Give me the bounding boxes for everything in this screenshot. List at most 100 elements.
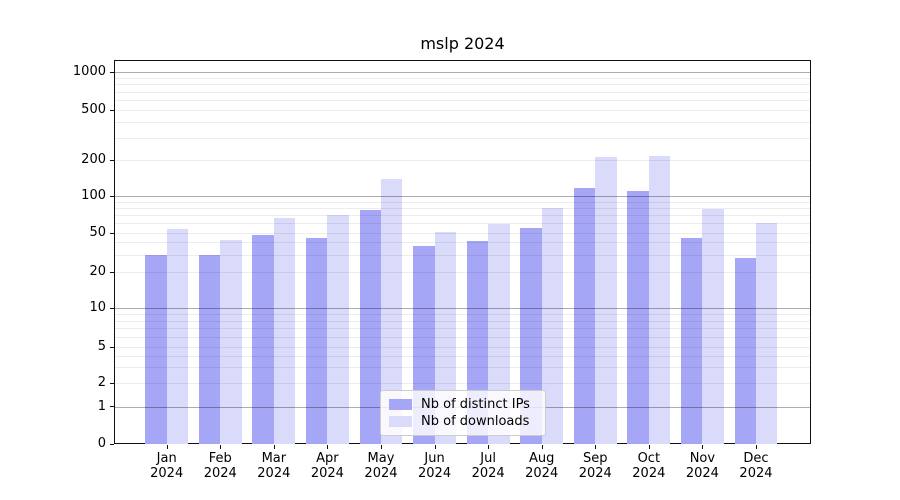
- x-tick-label-may: May 2024: [364, 451, 398, 481]
- gridline-minor-4: [115, 355, 810, 357]
- gridline-minor-900: [115, 77, 810, 79]
- gridline-major-1000: [115, 72, 810, 73]
- gridline-minor-500: [115, 110, 810, 111]
- gridline-minor-50: [115, 233, 810, 234]
- x-tick-label-jan: Jan 2024: [150, 451, 184, 481]
- x-tick-label-mar: Mar 2024: [257, 451, 291, 481]
- y-tick-label-20: 20: [89, 264, 106, 279]
- x-tick-jan: [166, 445, 168, 449]
- gridline-minor-300: [115, 137, 810, 139]
- downloads-bar-may: [380, 178, 403, 444]
- x-tick-label-feb: Feb 2024: [203, 451, 237, 481]
- y-tick-2: [110, 382, 114, 384]
- y-tick-label-100: 100: [81, 188, 106, 203]
- y-tick-20: [110, 271, 114, 273]
- downloads-bar-dec: [755, 223, 778, 444]
- downloads-bar-oct: [648, 156, 671, 444]
- x-tick-apr: [327, 445, 329, 449]
- x-tick-dec: [755, 445, 757, 449]
- x-tick-nov: [702, 445, 704, 449]
- x-tick-sep: [595, 445, 597, 449]
- gridline-minor-80: [115, 207, 810, 209]
- y-tick-500: [110, 109, 114, 111]
- x-tick-label-oct: Oct 2024: [632, 451, 666, 481]
- downloads-bar-mar: [273, 218, 296, 444]
- ips-bar-apr: [306, 238, 328, 444]
- gridline-minor-5: [115, 347, 810, 348]
- y-tick-label-2: 2: [97, 375, 106, 390]
- x-tick-label-jul: Jul 2024: [471, 451, 505, 481]
- gridline-minor-200: [115, 160, 810, 161]
- gridline-minor-30: [115, 254, 810, 256]
- y-tick-0: [110, 443, 114, 445]
- gridline-minor-90: [115, 201, 810, 203]
- downloads-bar-feb: [220, 240, 242, 444]
- x-tick-label-apr: Apr 2024: [310, 451, 344, 481]
- downloads-bar-aug: [541, 207, 564, 444]
- downloads-bar-nov: [702, 209, 724, 444]
- legend-swatch-downloads: [389, 416, 412, 427]
- y-tick-label-5: 5: [97, 339, 106, 354]
- y-tick-label-1: 1: [97, 398, 106, 414]
- gridline-minor-7: [115, 328, 810, 330]
- gridline-minor-20: [115, 272, 810, 273]
- y-tick-50: [110, 232, 114, 234]
- legend-label-downloads: Nb of downloads: [421, 413, 530, 429]
- gridline-minor-400: [115, 122, 810, 124]
- ips-bar-mar: [252, 234, 274, 444]
- y-tick-1: [110, 406, 114, 407]
- x-tick-may: [380, 445, 382, 449]
- x-tick-label-sep: Sep 2024: [578, 451, 612, 481]
- y-tick-label-50: 50: [89, 225, 106, 240]
- y-tick-5: [110, 346, 114, 348]
- y-tick-label-200: 200: [81, 152, 106, 167]
- ips-bar-sep: [573, 188, 596, 444]
- y-tick-200: [110, 159, 114, 161]
- y-tick-label-1000: 1000: [72, 64, 106, 79]
- y-tick-label-0: 0: [97, 436, 106, 451]
- ips-bar-oct: [627, 191, 649, 444]
- x-tick-label-jun: Jun 2024: [418, 451, 452, 481]
- ips-bar-may: [359, 209, 381, 444]
- y-tick-1000: [110, 71, 114, 73]
- x-tick-label-nov: Nov 2024: [685, 451, 719, 481]
- gridline-minor-60: [115, 223, 810, 225]
- gridline-major-100: [115, 196, 810, 197]
- gridline-minor-9: [115, 313, 810, 315]
- x-tick-jul: [488, 445, 490, 449]
- gridline-major-10: [115, 308, 810, 309]
- downloads-bar-jan: [166, 228, 189, 444]
- legend-item-downloads: Nb of downloads: [389, 413, 537, 430]
- y-tick-10: [110, 307, 114, 309]
- x-tick-oct: [648, 445, 650, 449]
- ips-bar-jan: [145, 254, 167, 444]
- x-tick-aug: [541, 445, 543, 449]
- x-tick-jun: [434, 445, 436, 449]
- y-tick-label-10: 10: [89, 300, 106, 315]
- ips-bar-dec: [734, 257, 756, 444]
- y-tick-100: [110, 195, 114, 197]
- legend-item-distinct-ips: Nb of distinct IPs: [389, 396, 537, 413]
- gridline-minor-600: [115, 100, 810, 101]
- legend: Nb of distinct IPs Nb of downloads: [380, 390, 546, 436]
- downloads-bar-apr: [327, 215, 349, 444]
- x-tick-mar: [273, 445, 275, 449]
- y-tick-label-500: 500: [81, 102, 106, 117]
- legend-label-distinct-ips: Nb of distinct IPs: [421, 396, 530, 412]
- gridline-minor-8: [115, 320, 810, 322]
- x-tick-label-dec: Dec 2024: [739, 451, 773, 481]
- gridline-minor-40: [115, 242, 810, 244]
- downloads-bar-jul: [488, 224, 510, 444]
- gridline-minor-2: [115, 383, 810, 384]
- gridline-minor-700: [115, 91, 810, 93]
- chart-title: mslp 2024: [420, 34, 505, 53]
- gridline-minor-70: [115, 215, 810, 217]
- gridline-minor-6: [115, 336, 810, 338]
- gridline-minor-3: [115, 367, 810, 369]
- ips-bar-nov: [681, 238, 703, 444]
- legend-swatch-distinct-ips: [389, 399, 412, 410]
- x-tick-label-aug: Aug 2024: [525, 451, 559, 481]
- ips-bar-aug: [520, 227, 542, 444]
- x-tick-feb: [220, 445, 222, 449]
